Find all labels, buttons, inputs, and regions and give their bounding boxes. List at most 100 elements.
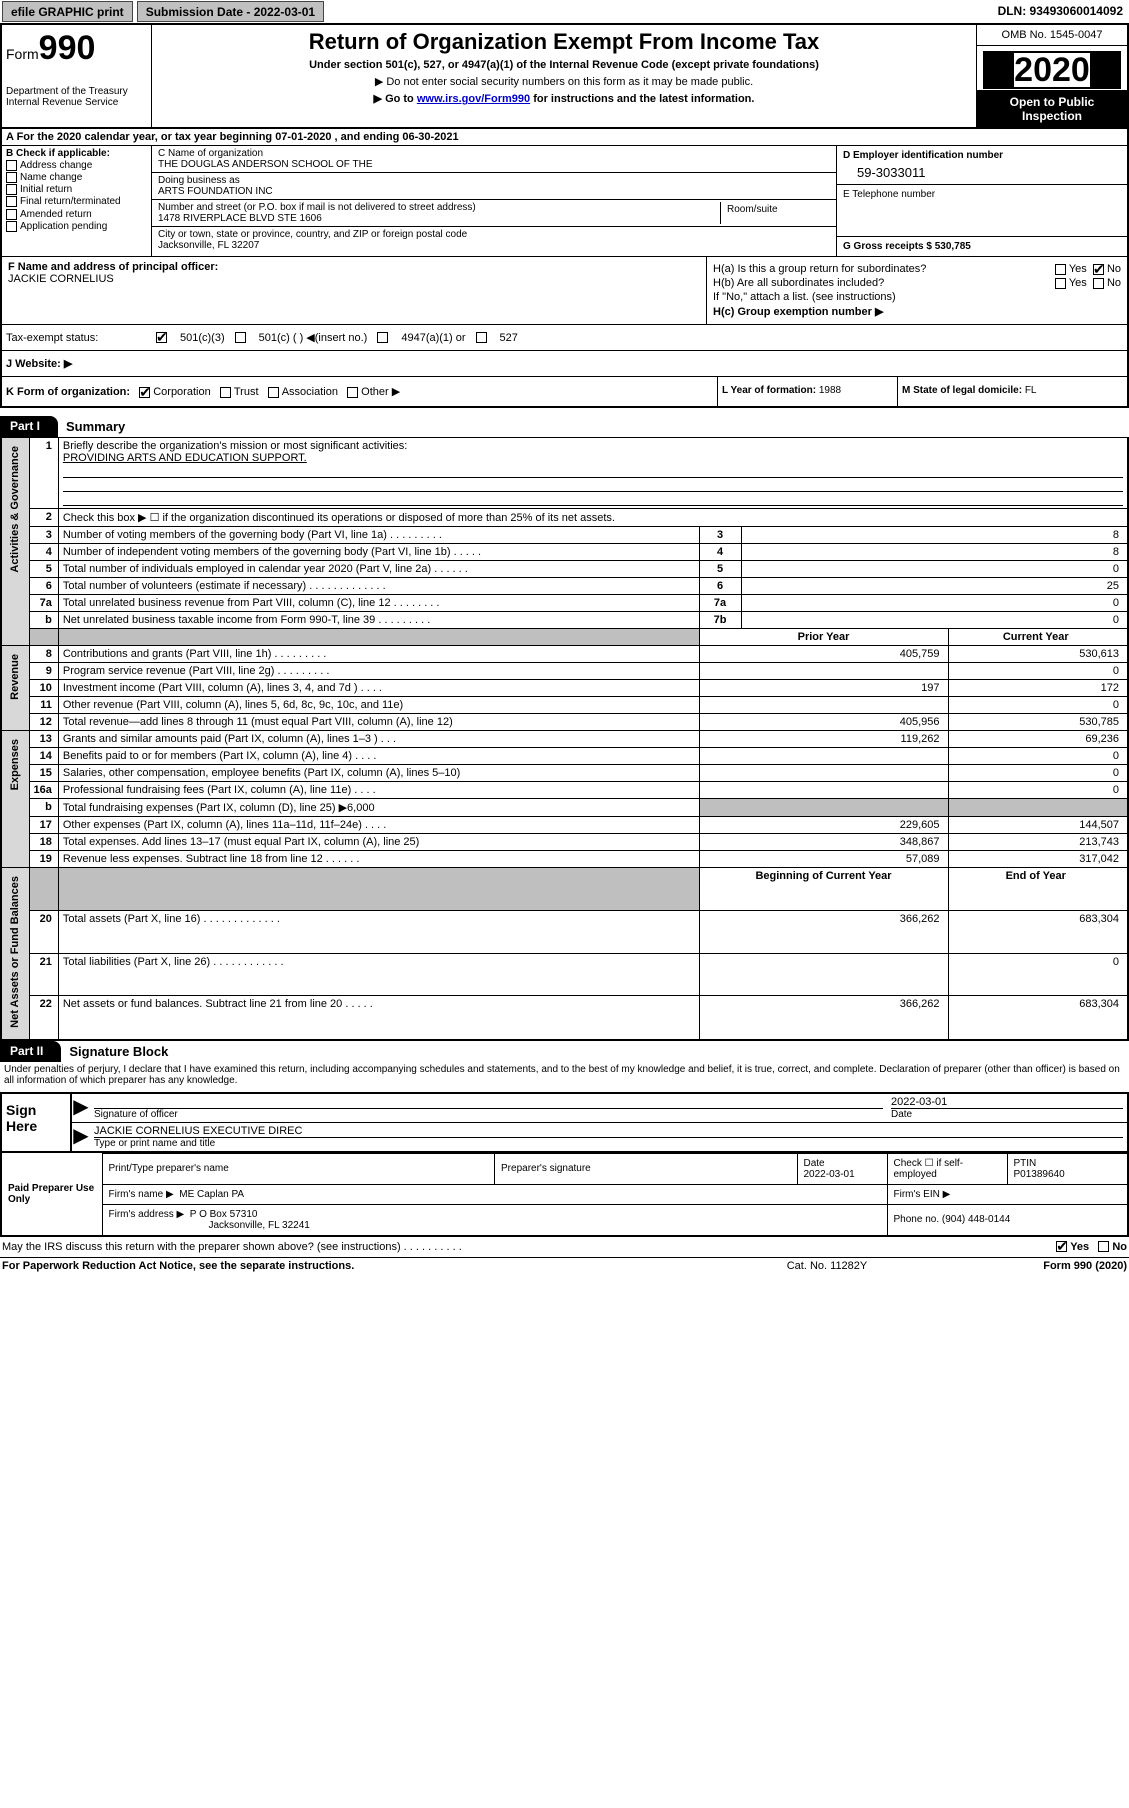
line-num: 22 — [29, 996, 58, 1040]
l-label: L Year of formation: — [722, 385, 819, 396]
part1-tab: Part I — [0, 416, 58, 437]
line-num: 6 — [29, 578, 58, 595]
submission-date-button[interactable]: Submission Date - 2022-03-01 — [137, 1, 324, 22]
prior-20: 366,262 — [699, 910, 948, 953]
city-label: City or town, state or province, country… — [158, 229, 830, 240]
hdr-spacer — [29, 868, 58, 911]
ein-value: 59-3033011 — [843, 165, 1121, 180]
line-13-desc: Grants and similar amounts paid (Part IX… — [58, 731, 699, 748]
h-a-yes-checkbox[interactable] — [1055, 264, 1066, 275]
row-tax-status: Tax-exempt status: 501(c)(3) 501(c) ( ) … — [0, 325, 1129, 351]
prior-10: 197 — [699, 680, 948, 697]
val-7a: 0 — [741, 595, 1128, 612]
paperwork-notice: For Paperwork Reduction Act Notice, see … — [2, 1260, 727, 1272]
line-num: 10 — [29, 680, 58, 697]
goto-suffix: for instructions and the latest informat… — [530, 93, 754, 105]
chk-527[interactable] — [476, 332, 487, 343]
h-b-yes-checkbox[interactable] — [1055, 278, 1066, 289]
efile-print-button[interactable]: efile GRAPHIC print — [2, 1, 133, 22]
line-num: 3 — [29, 527, 58, 544]
line-3-desc: Number of voting members of the governin… — [58, 527, 699, 544]
line-20-desc: Total assets (Part X, line 16) . . . . .… — [58, 910, 699, 953]
chk-name-change[interactable]: Name change — [6, 172, 147, 183]
summary-table: Activities & Governance 1 Briefly descri… — [0, 437, 1129, 1041]
line-num: 19 — [29, 851, 58, 868]
firm-phone: Phone no. (904) 448-0144 — [887, 1204, 1127, 1235]
line-num: 1 — [29, 438, 58, 509]
goto-note: ▶ Go to www.irs.gov/Form990 for instruct… — [160, 92, 968, 105]
h-a-label: H(a) Is this a group return for subordin… — [713, 263, 1055, 275]
chk-4947[interactable] — [377, 332, 388, 343]
chk-initial-return[interactable]: Initial return — [6, 184, 147, 195]
form-title: Return of Organization Exempt From Incom… — [160, 29, 968, 55]
arrow-icon: ▶ — [72, 1123, 90, 1151]
line-num: 14 — [29, 748, 58, 765]
h-b-no-checkbox[interactable] — [1093, 278, 1104, 289]
val-6: 25 — [741, 578, 1128, 595]
line-6-desc: Total number of volunteers (estimate if … — [58, 578, 699, 595]
begin-year-hdr: Beginning of Current Year — [699, 868, 948, 911]
ssn-note: ▶ Do not enter social security numbers o… — [160, 75, 968, 88]
cnum: 3 — [699, 527, 741, 544]
chk-association[interactable] — [268, 387, 279, 398]
curr-17: 144,507 — [948, 817, 1128, 834]
curr-14: 0 — [948, 748, 1128, 765]
may-no-checkbox[interactable] — [1098, 1241, 1109, 1252]
h-b-line: H(b) Are all subordinates included? Yes … — [713, 277, 1121, 289]
row-website: J Website: ▶ — [0, 351, 1129, 377]
chk-application-pending[interactable]: Application pending — [6, 221, 147, 232]
irs-link[interactable]: www.irs.gov/Form990 — [417, 93, 530, 105]
line-9-desc: Program service revenue (Part VIII, line… — [58, 663, 699, 680]
curr-10: 172 — [948, 680, 1128, 697]
city-value: Jacksonville, FL 32207 — [158, 240, 830, 251]
sig-date-value: 2022-03-01 — [891, 1096, 1123, 1108]
opt-527: 527 — [500, 332, 518, 344]
chk-address-change[interactable]: Address change — [6, 160, 147, 171]
cell-dba: Doing business as ARTS FOUNDATION INC — [152, 173, 836, 200]
chk-amended-return[interactable]: Amended return — [6, 209, 147, 220]
arrow-icon: ▶ — [72, 1094, 90, 1122]
curr-16b-shade — [948, 799, 1128, 817]
cell-gross: G Gross receipts $ 530,785 — [837, 237, 1127, 256]
curr-13: 69,236 — [948, 731, 1128, 748]
header-mid: Return of Organization Exempt From Incom… — [152, 25, 977, 127]
addr-value: 1478 RIVERPLACE BLVD STE 1606 — [158, 213, 720, 224]
cell-phone: E Telephone number — [837, 185, 1127, 237]
form-prefix: Form — [6, 46, 39, 62]
no-label: No — [1107, 277, 1121, 289]
form-rev: Form 990 (2020) — [927, 1260, 1127, 1272]
firm-ein: Firm's EIN ▶ — [887, 1184, 1127, 1204]
line-18-desc: Total expenses. Add lines 13–17 (must eq… — [58, 834, 699, 851]
firm-address: Firm's address ▶ P O Box 57310Jacksonvil… — [102, 1204, 887, 1235]
line-num: 5 — [29, 561, 58, 578]
firm-name-row: Firm's name ▶ ME Caplan PA — [102, 1184, 887, 1204]
row-klm: K Form of organization: Corporation Trus… — [0, 377, 1129, 408]
part1-title: Summary — [58, 416, 133, 437]
dln-label: DLN: 93493060014092 — [992, 0, 1129, 23]
chk-final-return[interactable]: Final return/terminated — [6, 196, 147, 207]
chk-corporation[interactable] — [139, 387, 150, 398]
col-b-header: B Check if applicable: — [6, 148, 110, 159]
chk-trust[interactable] — [220, 387, 231, 398]
line-num: 15 — [29, 765, 58, 782]
form-number: Form990 — [6, 29, 147, 68]
cnum: 7a — [699, 595, 741, 612]
curr-15: 0 — [948, 765, 1128, 782]
prep-sig-label: Preparer's signature — [495, 1153, 797, 1184]
chk-501c3[interactable] — [156, 332, 167, 343]
cat-number: Cat. No. 11282Y — [727, 1260, 927, 1272]
name-label: C Name of organization — [158, 148, 830, 159]
chk-other[interactable] — [347, 387, 358, 398]
h-a-no-checkbox[interactable] — [1093, 264, 1104, 275]
hdr-spacer — [58, 868, 699, 911]
may-yes-checkbox[interactable] — [1056, 1241, 1067, 1252]
chk-501c[interactable] — [235, 332, 246, 343]
line-21-desc: Total liabilities (Part X, line 26) . . … — [58, 953, 699, 996]
prior-9 — [699, 663, 948, 680]
cnum: 7b — [699, 612, 741, 629]
line-7b-desc: Net unrelated business taxable income fr… — [58, 612, 699, 629]
col-f-officer: F Name and address of principal officer:… — [2, 257, 707, 324]
prep-self-employed: Check ☐ if self-employed — [887, 1153, 1007, 1184]
h-b-label: H(b) Are all subordinates included? — [713, 277, 1055, 289]
section-revenue: Revenue — [1, 646, 29, 731]
